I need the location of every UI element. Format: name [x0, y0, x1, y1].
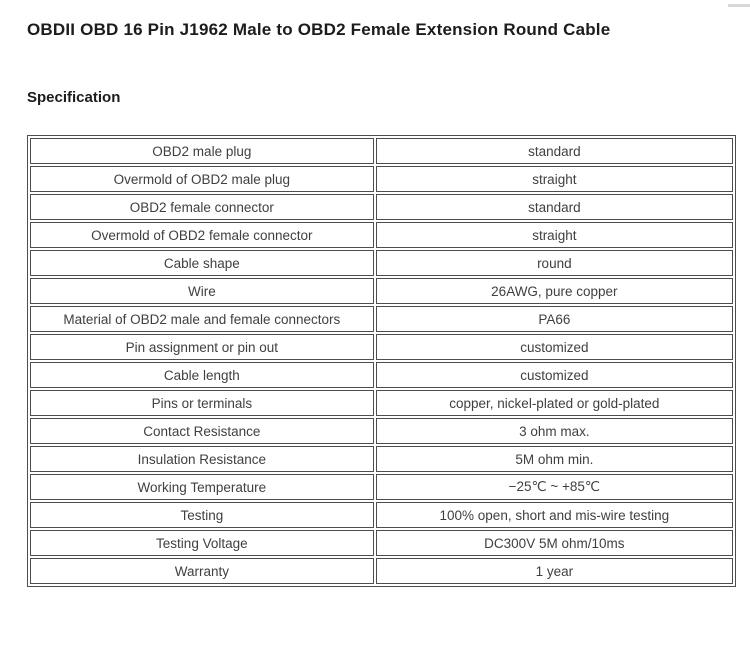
spec-value-cell: 3 ohm max.: [375, 418, 733, 444]
spec-label-cell: Testing Voltage: [30, 530, 374, 556]
spec-value-cell: 1 year: [375, 558, 733, 584]
table-row: Cable length customized: [30, 362, 733, 388]
spec-value-cell: customized: [375, 362, 733, 388]
spec-label-cell: Pins or terminals: [30, 390, 374, 416]
spec-value-cell: straight: [375, 166, 733, 192]
spec-value-cell: standard: [375, 138, 733, 164]
corner-dash-decoration: [728, 4, 750, 7]
table-row: Wire 26AWG, pure copper: [30, 278, 733, 304]
table-row: Working Temperature −25℃ ~ +85℃: [30, 474, 733, 500]
table-row: Testing Voltage DC300V 5M ohm/10ms: [30, 530, 733, 556]
table-row: Material of OBD2 male and female connect…: [30, 306, 733, 332]
spec-value-cell: 26AWG, pure copper: [375, 278, 733, 304]
spec-label-cell: Overmold of OBD2 male plug: [30, 166, 374, 192]
table-row: Pin assignment or pin out customized: [30, 334, 733, 360]
spec-label-cell: Wire: [30, 278, 374, 304]
table-row: OBD2 female connector standard: [30, 194, 733, 220]
table-row: Warranty 1 year: [30, 558, 733, 584]
spec-label-cell: Pin assignment or pin out: [30, 334, 374, 360]
spec-label-cell: OBD2 male plug: [30, 138, 374, 164]
spec-value-cell: −25℃ ~ +85℃: [375, 474, 733, 500]
spec-label-cell: Contact Resistance: [30, 418, 374, 444]
spec-label-cell: Material of OBD2 male and female connect…: [30, 306, 374, 332]
table-row: Insulation Resistance 5M ohm min.: [30, 446, 733, 472]
specification-heading: Specification: [27, 89, 121, 106]
spec-label-cell: Working Temperature: [30, 474, 374, 500]
spec-label-cell: Insulation Resistance: [30, 446, 374, 472]
spec-value-cell: straight: [375, 222, 733, 248]
spec-value-cell: 5M ohm min.: [375, 446, 733, 472]
spec-value-cell: customized: [375, 334, 733, 360]
spec-label-cell: OBD2 female connector: [30, 194, 374, 220]
spec-label-cell: Cable shape: [30, 250, 374, 276]
spec-value-cell: standard: [375, 194, 733, 220]
spec-value-cell: PA66: [375, 306, 733, 332]
spec-value-cell: 100% open, short and mis-wire testing: [375, 502, 733, 528]
table-row: Contact Resistance 3 ohm max.: [30, 418, 733, 444]
page-title: OBDII OBD 16 Pin J1962 Male to OBD2 Fema…: [27, 20, 611, 39]
table-row: OBD2 male plug standard: [30, 138, 733, 164]
specification-table: OBD2 male plug standard Overmold of OBD2 m…: [27, 135, 736, 587]
spec-label-cell: Overmold of OBD2 female connector: [30, 222, 374, 248]
table-row: Pins or terminals copper, nickel-plated o…: [30, 390, 733, 416]
table-row: Overmold of OBD2 female connector straigh…: [30, 222, 733, 248]
spec-label-cell: Warranty: [30, 558, 374, 584]
spec-value-cell: DC300V 5M ohm/10ms: [375, 530, 733, 556]
spec-label-cell: Cable length: [30, 362, 374, 388]
table-row: Cable shape round: [30, 250, 733, 276]
spec-value-cell: copper, nickel-plated or gold-plated: [375, 390, 733, 416]
table-row: Testing 100% open, short and mis-wire tes…: [30, 502, 733, 528]
table-row: Overmold of OBD2 male plug straight: [30, 166, 733, 192]
spec-label-cell: Testing: [30, 502, 374, 528]
spec-table-body: OBD2 male plug standard Overmold of OBD2 m…: [30, 138, 733, 584]
spec-value-cell: round: [375, 250, 733, 276]
